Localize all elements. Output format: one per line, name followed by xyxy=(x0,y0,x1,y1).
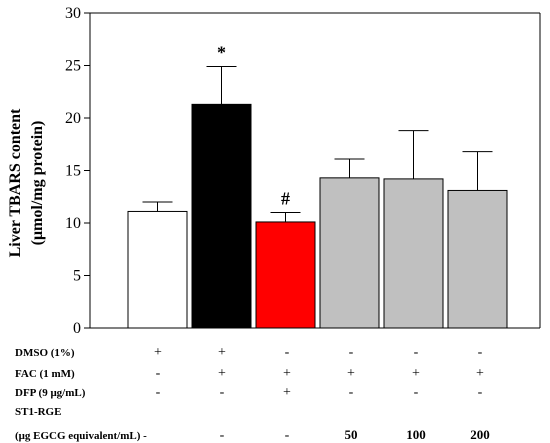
condition-value: - xyxy=(349,385,354,400)
y-tick-label: 5 xyxy=(73,268,81,285)
condition-value: + xyxy=(218,366,226,381)
bar xyxy=(127,210,188,329)
y-tick-label: 25 xyxy=(65,58,81,75)
bar xyxy=(319,177,380,329)
condition-value: 50 xyxy=(345,427,358,442)
y-tick-label: 10 xyxy=(65,215,81,232)
condition-value: + xyxy=(218,345,226,360)
condition-value: + xyxy=(283,366,291,381)
condition-value: - xyxy=(156,366,161,381)
condition-value: + xyxy=(412,366,420,381)
significance-marker: * xyxy=(217,43,226,63)
condition-value: - xyxy=(285,428,290,443)
plot-area: 0 5 10 15 20 25 30 * # xyxy=(65,5,541,337)
condition-label: ST1-RGE xyxy=(15,406,61,418)
bar xyxy=(191,103,252,329)
y-tick-label: 30 xyxy=(65,5,81,22)
y-axis-label-line2: (μmol/mg protein) xyxy=(29,121,46,246)
condition-value: - xyxy=(220,428,225,443)
condition-label: (μg EGCG equivalent/mL) - xyxy=(15,430,147,442)
condition-value: + xyxy=(283,385,291,400)
condition-value: - xyxy=(478,385,483,400)
condition-table: DMSO (1%) + + - - - - FAC (1 mM) - + + + + + DFP (9 μg… xyxy=(15,345,490,443)
condition-value: - xyxy=(156,385,161,400)
condition-label: DMSO (1%) xyxy=(15,347,75,359)
condition-value: - xyxy=(285,345,290,360)
condition-value: - xyxy=(478,345,483,360)
y-tick-label: 0 xyxy=(73,320,81,337)
significance-marker: # xyxy=(281,189,290,209)
condition-value: - xyxy=(414,385,419,400)
bar xyxy=(255,221,316,329)
condition-value: + xyxy=(154,345,162,360)
condition-value: 100 xyxy=(406,427,426,442)
y-tick-label: 15 xyxy=(65,163,81,180)
condition-label: FAC (1 mM) xyxy=(15,368,75,380)
bar xyxy=(447,189,508,329)
condition-value: - xyxy=(349,345,354,360)
bar xyxy=(383,178,444,329)
y-axis-label-line1: Liver TBARS content xyxy=(7,108,24,257)
condition-value: - xyxy=(414,345,419,360)
condition-value: - xyxy=(220,385,225,400)
condition-value: + xyxy=(347,366,355,381)
y-tick-label: 20 xyxy=(65,110,81,127)
y-axis-title: Liver TBARS content (μmol/mg protein) xyxy=(7,108,46,257)
condition-value: + xyxy=(476,366,484,381)
condition-value: 200 xyxy=(470,427,490,442)
condition-label: DFP (9 μg/mL) xyxy=(15,387,86,399)
